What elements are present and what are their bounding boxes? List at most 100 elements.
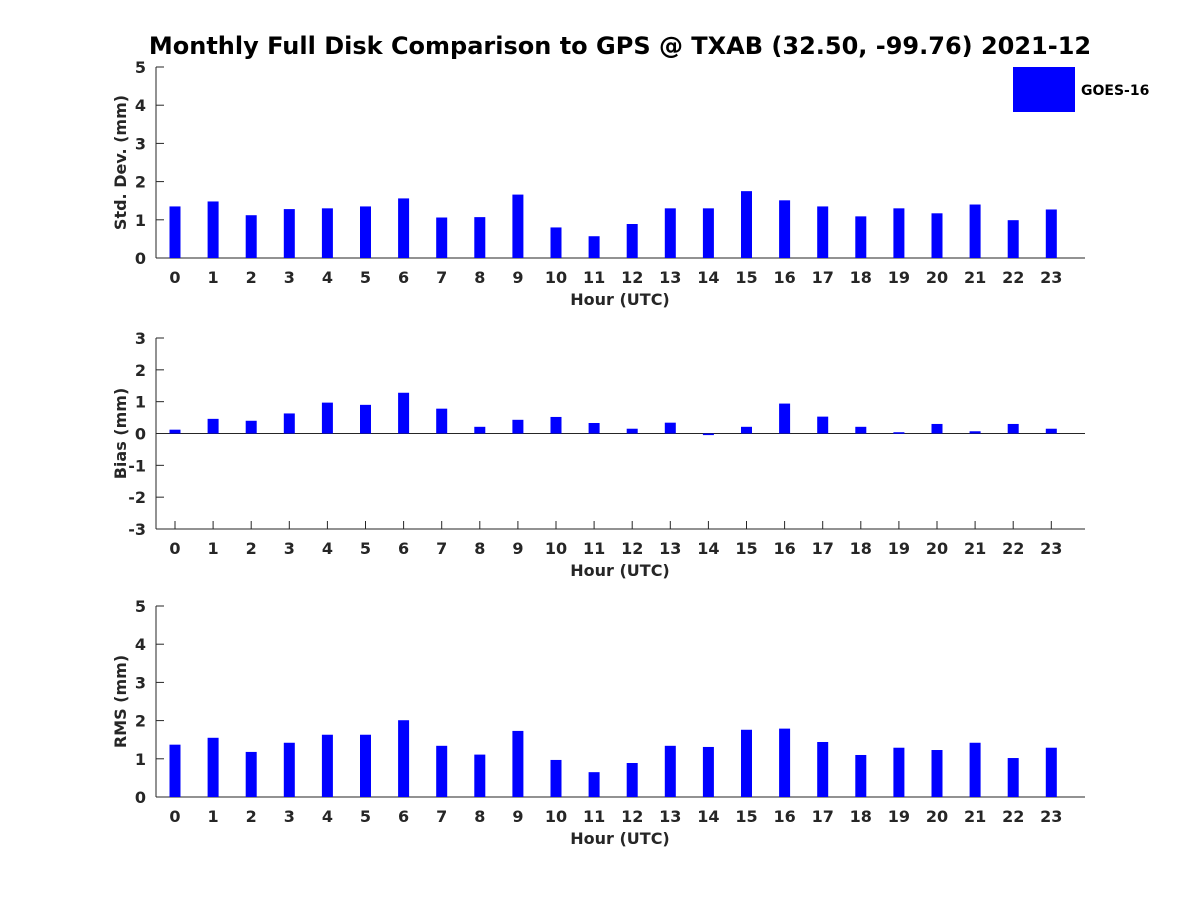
bar-std-dev-hour-20 xyxy=(931,213,943,258)
bar-rms-hour-20 xyxy=(931,750,943,797)
bar-rms-hour-22 xyxy=(1007,758,1019,797)
bar-std-dev-hour-1 xyxy=(207,201,219,258)
y-tick-label: 1 xyxy=(135,750,146,769)
x-tick-label: 13 xyxy=(659,807,681,826)
bar-bias-hour-13 xyxy=(664,422,676,434)
x-axis-label: Hour (UTC) xyxy=(570,561,670,580)
x-tick-label: 14 xyxy=(697,268,719,287)
bar-rms-hour-7 xyxy=(436,745,448,797)
y-tick-label: 4 xyxy=(135,635,146,654)
bar-std-dev-hour-3 xyxy=(283,209,295,258)
x-tick-label: 10 xyxy=(545,268,567,287)
y-axis-label: Std. Dev. (mm) xyxy=(111,95,130,230)
x-tick-label: 4 xyxy=(322,539,333,558)
x-tick-label: 15 xyxy=(735,807,757,826)
y-tick-label: 3 xyxy=(135,329,146,348)
x-tick-label: 9 xyxy=(512,807,523,826)
x-tick-label: 8 xyxy=(474,268,485,287)
legend-label: GOES-16 xyxy=(1081,83,1149,99)
y-tick-label: 1 xyxy=(135,211,146,230)
x-tick-label: 22 xyxy=(1002,539,1024,558)
bar-rms-hour-21 xyxy=(969,742,981,797)
x-tick-label: 9 xyxy=(512,268,523,287)
bar-bias-hour-20 xyxy=(931,423,943,434)
bar-rms-hour-17 xyxy=(817,741,829,797)
y-axis-label: RMS (mm) xyxy=(111,655,130,748)
y-tick-label: 0 xyxy=(135,249,146,268)
x-tick-label: 4 xyxy=(322,807,333,826)
x-axis-label: Hour (UTC) xyxy=(570,290,670,309)
bar-std-dev-hour-16 xyxy=(779,200,791,258)
bar-bias-hour-4 xyxy=(321,402,333,434)
bar-rms-hour-0 xyxy=(169,744,181,797)
bar-rms-hour-23 xyxy=(1045,747,1057,797)
x-tick-label: 12 xyxy=(621,539,643,558)
y-tick-label: 2 xyxy=(135,173,146,192)
bar-bias-hour-9 xyxy=(512,419,524,434)
y-tick-label: 4 xyxy=(135,96,146,115)
legend-swatch xyxy=(1013,67,1075,112)
x-tick-label: 11 xyxy=(583,807,605,826)
bar-rms-hour-12 xyxy=(626,763,638,797)
x-tick-label: 8 xyxy=(474,807,485,826)
x-tick-label: 5 xyxy=(360,807,371,826)
x-tick-label: 22 xyxy=(1002,807,1024,826)
bar-std-dev-hour-12 xyxy=(626,224,638,258)
bar-std-dev-hour-9 xyxy=(512,194,524,258)
x-tick-label: 10 xyxy=(545,807,567,826)
bar-bias-hour-2 xyxy=(245,420,257,434)
bar-std-dev-hour-23 xyxy=(1045,209,1057,258)
y-tick-label: -3 xyxy=(128,520,146,539)
x-tick-label: 20 xyxy=(926,807,948,826)
bar-std-dev-hour-7 xyxy=(436,217,448,258)
x-tick-label: 12 xyxy=(621,807,643,826)
bar-rms-hour-18 xyxy=(855,754,867,797)
bar-rms-hour-15 xyxy=(741,729,752,797)
x-tick-label: 12 xyxy=(621,268,643,287)
x-tick-label: 3 xyxy=(284,539,295,558)
x-tick-label: 7 xyxy=(436,539,447,558)
y-tick-label: 5 xyxy=(135,58,146,77)
bar-bias-hour-16 xyxy=(779,403,791,434)
x-tick-label: 17 xyxy=(812,807,834,826)
x-tick-label: 21 xyxy=(964,539,986,558)
bar-bias-hour-22 xyxy=(1007,423,1019,434)
x-tick-label: 19 xyxy=(888,268,910,287)
bar-bias-hour-23 xyxy=(1045,428,1057,434)
bar-std-dev-hour-11 xyxy=(588,236,600,258)
x-tick-label: 6 xyxy=(398,539,409,558)
bar-rms-hour-19 xyxy=(893,747,905,797)
y-tick-label: 3 xyxy=(135,673,146,692)
x-tick-label: 16 xyxy=(773,539,795,558)
x-tick-label: 5 xyxy=(360,268,371,287)
x-tick-label: 17 xyxy=(812,268,834,287)
x-tick-label: 11 xyxy=(583,539,605,558)
x-tick-label: 16 xyxy=(773,807,795,826)
bar-rms-hour-9 xyxy=(512,730,524,797)
y-tick-label: 2 xyxy=(135,361,146,380)
bar-rms-hour-8 xyxy=(474,754,486,797)
bar-std-dev-hour-4 xyxy=(321,208,333,258)
bar-std-dev-hour-15 xyxy=(741,191,752,258)
x-tick-label: 18 xyxy=(850,268,872,287)
x-tick-label: 1 xyxy=(208,807,219,826)
bar-bias-hour-6 xyxy=(398,392,410,434)
x-tick-label: 0 xyxy=(169,807,180,826)
x-tick-label: 18 xyxy=(850,539,872,558)
bar-bias-hour-12 xyxy=(626,428,638,434)
bar-std-dev-hour-0 xyxy=(169,206,181,258)
y-tick-label: 2 xyxy=(135,712,146,731)
x-tick-label: 1 xyxy=(208,539,219,558)
x-tick-label: 23 xyxy=(1040,539,1062,558)
bar-rms-hour-6 xyxy=(398,720,410,797)
x-tick-label: 21 xyxy=(964,268,986,287)
bar-bias-hour-21 xyxy=(969,431,981,434)
x-tick-label: 8 xyxy=(474,539,485,558)
x-tick-label: 2 xyxy=(246,807,257,826)
x-tick-label: 13 xyxy=(659,268,681,287)
bar-std-dev-hour-21 xyxy=(969,204,981,258)
